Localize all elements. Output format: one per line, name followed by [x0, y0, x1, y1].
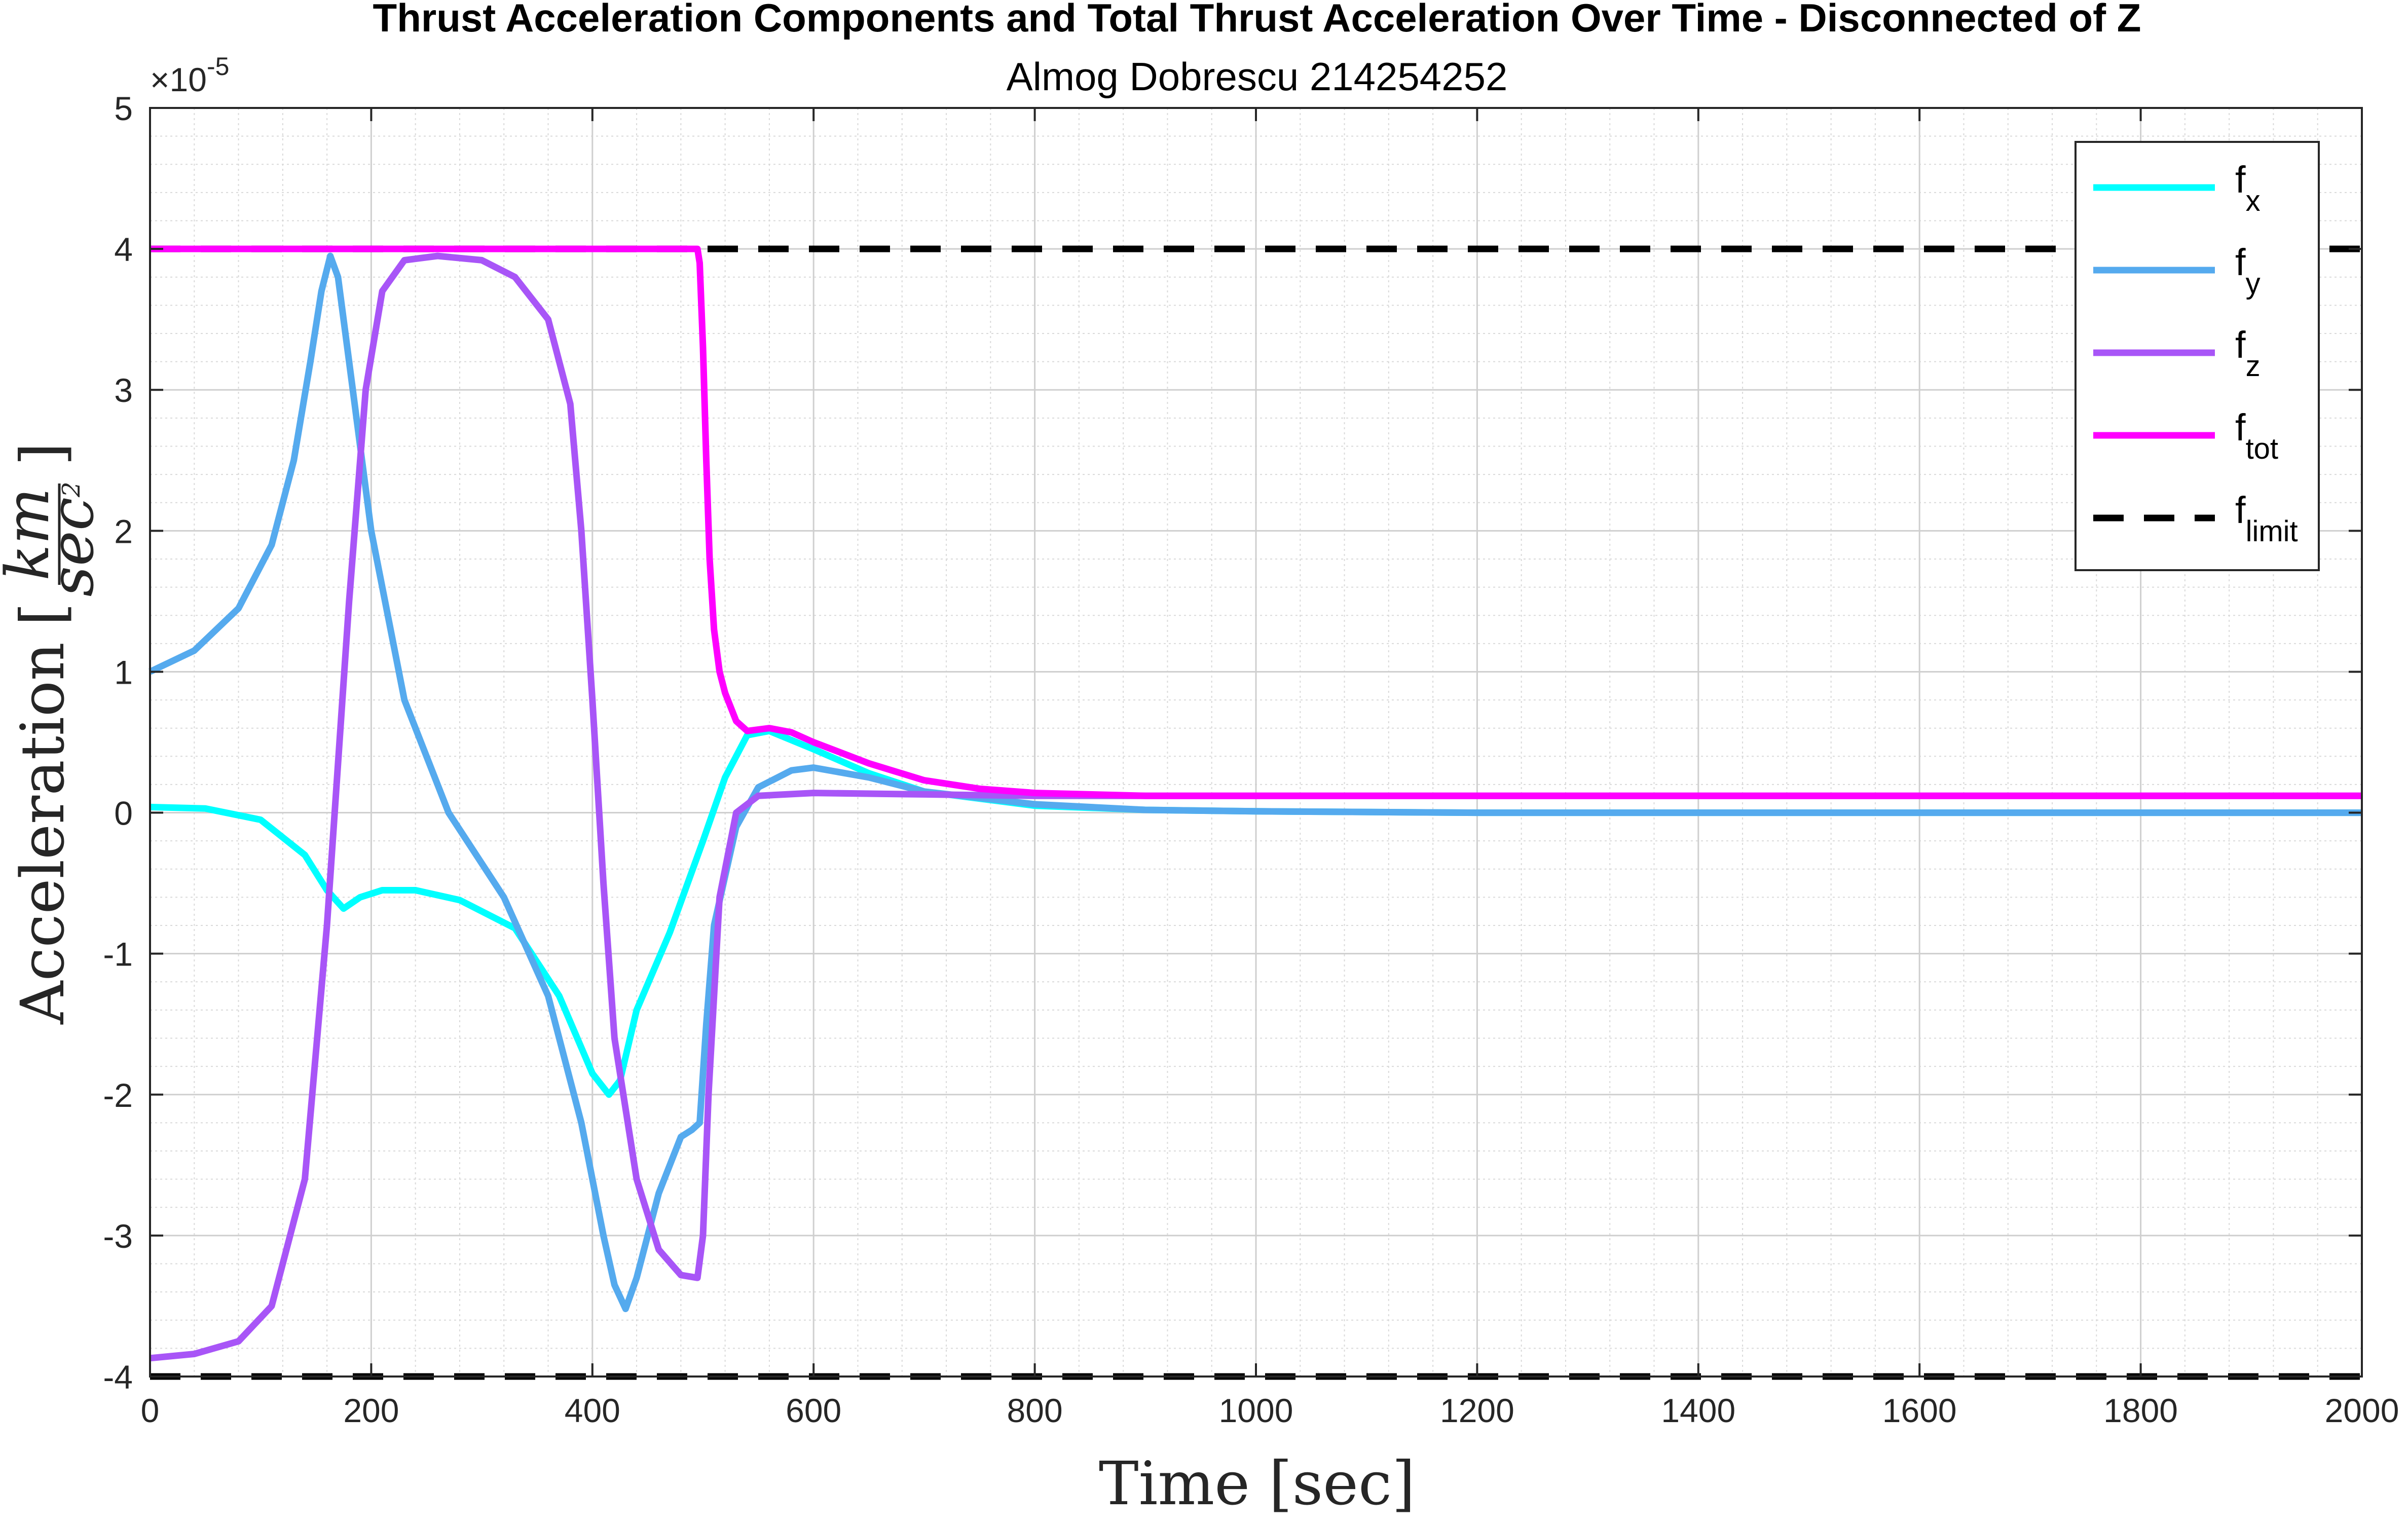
y-axis-unit-bracket-right: ] — [8, 442, 78, 466]
chart-title: Thrust Acceleration Components and Total… — [373, 0, 2141, 40]
y-exponent-power: -5 — [207, 52, 229, 81]
y-tick-label: 4 — [114, 231, 133, 268]
legend-label-tot: ftot — [2235, 406, 2278, 465]
y-tick-label: -2 — [103, 1076, 133, 1114]
y-tick-label: 2 — [114, 512, 133, 550]
major-grid — [149, 107, 2363, 1378]
y-tick-label: 3 — [114, 371, 133, 409]
series-line-y — [149, 252, 2362, 1312]
y-exponent-base: ×10 — [150, 61, 207, 98]
y-tick-label: 1 — [114, 653, 133, 691]
tick-labels: 0 200 400 600 800 1000 1200 1400 1600 1800 2000 -4 -… — [103, 90, 2399, 1429]
x-tick-label: 1800 — [2103, 1392, 2178, 1429]
x-tick-label: 400 — [565, 1392, 620, 1429]
y-axis-label: Acceleration [ km sec2 ] — [0, 442, 107, 1025]
legend-label-limit: flimit — [2235, 489, 2298, 548]
x-tick-label: 1000 — [1219, 1392, 1293, 1429]
x-tick-label: 200 — [343, 1392, 399, 1429]
legend: fx fy fz ftot flimit — [2074, 141, 2320, 571]
x-tick-label: 1400 — [1661, 1392, 1735, 1429]
x-tick-label: 600 — [786, 1392, 841, 1429]
y-axis-unit-denominator: sec2 — [37, 481, 107, 597]
ticks-layer — [149, 107, 2363, 1378]
y-tick-label: -1 — [103, 936, 133, 973]
y-axis-unit-den-exp: 2 — [57, 481, 86, 498]
y-tick-label: 0 — [114, 795, 133, 832]
legend-label-y: fy — [2235, 241, 2261, 300]
x-tick-label: 0 — [141, 1392, 160, 1429]
y-axis-label-main: Acceleration — [8, 642, 78, 1025]
series-line-z — [150, 252, 2362, 1362]
series-line-tot — [150, 245, 2362, 799]
y-tick-label: -3 — [103, 1217, 133, 1255]
y-tick-label: 5 — [114, 90, 133, 127]
x-tick-label: 800 — [1007, 1392, 1063, 1429]
y-axis-unit-numerator: km — [0, 488, 62, 580]
legend-label-z: fz — [2235, 324, 2261, 383]
x-tick-label: 1600 — [1882, 1392, 1957, 1429]
x-tick-label: 2000 — [2325, 1392, 2399, 1429]
x-axis-label: Time [sec] — [1099, 1448, 1415, 1518]
chart-subtitle: Almog Dobrescu 214254252 — [1007, 54, 1508, 99]
y-axis-unit-den-base: sec — [37, 497, 107, 597]
y-axis-exponent: ×10-5 — [150, 52, 229, 98]
x-tick-label: 1200 — [1440, 1392, 1514, 1429]
y-axis-unit-bracket-left: [ — [8, 603, 78, 626]
y-tick-label: -4 — [103, 1358, 133, 1396]
legend-label-x: fx — [2235, 159, 2261, 217]
